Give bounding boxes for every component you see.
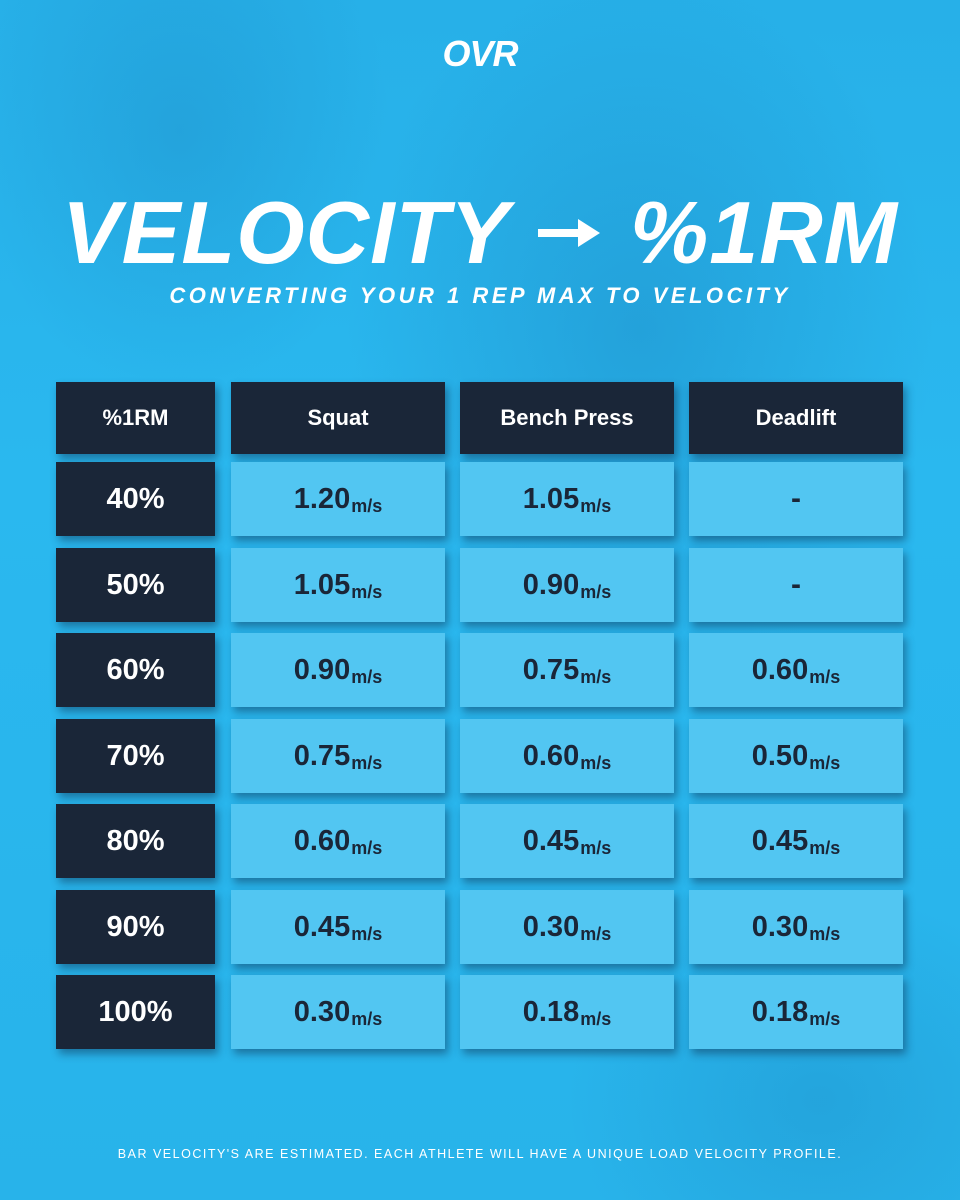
header-bench-press: Bench Press (460, 382, 674, 454)
velocity-value: 0.90m/s (294, 654, 382, 687)
velocity-value: 1.20m/s (294, 483, 382, 516)
logo-text: OVR (442, 33, 518, 74)
bench-press-velocity-cell: 0.60m/s (460, 719, 674, 793)
velocity-number: 0.45 (751, 824, 809, 857)
velocity-number: 0.75 (522, 653, 580, 686)
pct-cell: 100% (56, 975, 215, 1049)
velocity-unit: m/s (580, 752, 612, 773)
squat-velocity-cell: 1.05m/s (231, 548, 445, 622)
ovr-logo: OVR (0, 28, 960, 80)
deadlift-velocity-cell: 0.60m/s (689, 633, 903, 707)
velocity-number: 0.60 (522, 739, 580, 772)
empty-value: - (791, 482, 801, 515)
velocity-value: 0.18m/s (752, 996, 840, 1029)
title-left: VELOCITY (61, 183, 510, 282)
velocity-number: 0.18 (751, 995, 809, 1028)
velocity-number: 0.60 (751, 653, 809, 686)
velocity-unit: m/s (580, 581, 612, 602)
velocity-unit: m/s (809, 923, 841, 944)
squat-velocity-cell: 1.20m/s (231, 462, 445, 536)
bench-press-velocity-cell: 0.30m/s (460, 890, 674, 964)
velocity-value: 0.75m/s (523, 654, 611, 687)
velocity-number: 0.30 (751, 910, 809, 943)
title-right: %1RM (630, 183, 899, 282)
velocity-value: 0.30m/s (752, 911, 840, 944)
velocity-value: 0.60m/s (294, 825, 382, 858)
velocity-unit: m/s (809, 666, 841, 687)
velocity-unit: m/s (809, 1008, 841, 1029)
squat-velocity-cell: 0.60m/s (231, 804, 445, 878)
footer-disclaimer: BAR VELOCITY'S ARE ESTIMATED. EACH ATHLE… (117, 1147, 843, 1161)
velocity-number: 1.05 (522, 482, 580, 515)
velocity-unit: m/s (580, 495, 612, 516)
pct-cell: 50% (56, 548, 215, 622)
empty-value: - (791, 568, 801, 601)
velocity-value: 1.05m/s (523, 483, 611, 516)
velocity-number: 0.45 (522, 824, 580, 857)
velocity-unit: m/s (351, 1008, 383, 1029)
velocity-unit: m/s (351, 837, 383, 858)
velocity-value: 1.05m/s (294, 569, 382, 602)
pct-cell: 70% (56, 719, 215, 793)
bench-press-velocity-cell: 0.90m/s (460, 548, 674, 622)
velocity-value: 0.45m/s (294, 911, 382, 944)
velocity-number: 0.90 (522, 568, 580, 601)
velocity-number: 0.90 (293, 653, 351, 686)
deadlift-velocity-cell: 0.50m/s (689, 719, 903, 793)
velocity-unit: m/s (351, 495, 383, 516)
velocity-value: 0.45m/s (523, 825, 611, 858)
bench-press-velocity-cell: 0.18m/s (460, 975, 674, 1049)
squat-velocity-cell: 0.90m/s (231, 633, 445, 707)
squat-velocity-cell: 0.30m/s (231, 975, 445, 1049)
velocity-number: 0.45 (293, 910, 351, 943)
velocity-number: 0.50 (751, 739, 809, 772)
header-deadlift: Deadlift (689, 382, 903, 454)
velocity-number: 0.30 (293, 995, 351, 1028)
pct-cell: 40% (56, 462, 215, 536)
velocity-value: 0.50m/s (752, 740, 840, 773)
squat-velocity-cell: 0.45m/s (231, 890, 445, 964)
velocity-number: 0.30 (522, 910, 580, 943)
deadlift-velocity-cell: 0.30m/s (689, 890, 903, 964)
bench-press-velocity-cell: 0.45m/s (460, 804, 674, 878)
velocity-unit: m/s (580, 666, 612, 687)
deadlift-velocity-cell: 0.18m/s (689, 975, 903, 1049)
bench-press-velocity-cell: 1.05m/s (460, 462, 674, 536)
deadlift-velocity-cell: 0.45m/s (689, 804, 903, 878)
velocity-number: 0.18 (522, 995, 580, 1028)
velocity-value: 0.75m/s (294, 740, 382, 773)
header-squat: Squat (231, 382, 445, 454)
velocity-unit: m/s (351, 581, 383, 602)
velocity-number: 1.05 (293, 568, 351, 601)
velocity-value: 0.90m/s (523, 569, 611, 602)
velocity-number: 0.75 (293, 739, 351, 772)
pct-cell: 80% (56, 804, 215, 878)
pct-cell: 60% (56, 633, 215, 707)
velocity-unit: m/s (809, 837, 841, 858)
velocity-value: 0.60m/s (752, 654, 840, 687)
velocity-value: 0.30m/s (523, 911, 611, 944)
bench-press-velocity-cell: 0.75m/s (460, 633, 674, 707)
header-pct-1rm: %1RM (56, 382, 215, 454)
velocity-unit: m/s (351, 666, 383, 687)
velocity-unit: m/s (580, 1008, 612, 1029)
pct-cell: 90% (56, 890, 215, 964)
velocity-value: 0.60m/s (523, 740, 611, 773)
velocity-unit: m/s (351, 752, 383, 773)
velocity-value: 0.18m/s (523, 996, 611, 1029)
velocity-unit: m/s (351, 923, 383, 944)
velocity-value: 0.45m/s (752, 825, 840, 858)
velocity-unit: m/s (580, 923, 612, 944)
subtitle: CONVERTING YOUR 1 REP MAX TO VELOCITY (169, 283, 791, 308)
right-arrow-icon (538, 219, 600, 247)
velocity-number: 1.20 (293, 482, 351, 515)
page-title: VELOCITY %1RM (0, 178, 960, 288)
deadlift-velocity-cell: - (689, 548, 903, 622)
deadlift-velocity-cell: - (689, 462, 903, 536)
squat-velocity-cell: 0.75m/s (231, 719, 445, 793)
velocity-unit: m/s (809, 752, 841, 773)
velocity-value: 0.30m/s (294, 996, 382, 1029)
velocity-number: 0.60 (293, 824, 351, 857)
velocity-unit: m/s (580, 837, 612, 858)
